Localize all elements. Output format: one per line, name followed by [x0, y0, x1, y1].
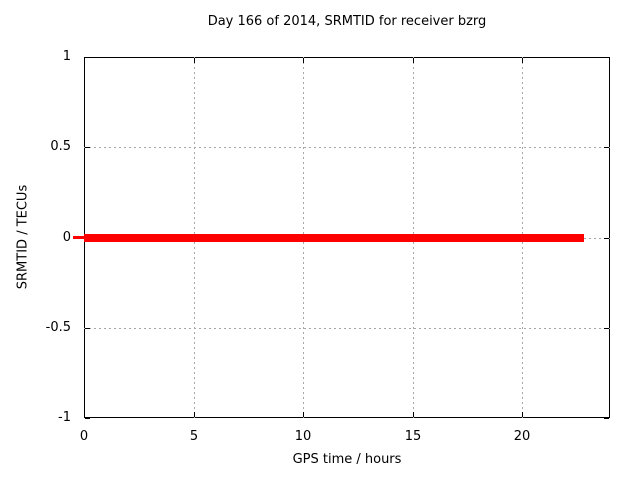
tick-mark-bottom [194, 412, 195, 417]
x-tick-label: 20 [513, 429, 531, 444]
chart-title: Day 166 of 2014, SRMTID for receiver bzr… [207, 14, 487, 29]
tick-mark-left [85, 328, 90, 329]
tick-mark-right [604, 418, 609, 419]
grid-line-horizontal [84, 147, 610, 148]
y-tick-label: 0.5 [50, 139, 71, 154]
tick-mark-right [604, 238, 609, 239]
tick-mark-top [413, 58, 414, 63]
tick-mark-top [84, 58, 85, 63]
x-tick-label: 10 [294, 429, 312, 444]
tick-mark-top [303, 58, 304, 63]
tick-mark-right [604, 328, 609, 329]
tick-mark-left [85, 57, 90, 58]
tick-mark-left [85, 147, 90, 148]
y-tick-label: 1 [62, 49, 71, 64]
tick-mark-top [194, 58, 195, 63]
series-line-cap [73, 236, 85, 239]
y-tick-label: 0 [62, 230, 71, 245]
y-tick-label: -1 [58, 410, 71, 425]
x-tick-label: 0 [79, 429, 89, 444]
tick-mark-right [604, 147, 609, 148]
tick-mark-top [522, 58, 523, 63]
tick-mark-bottom [303, 412, 304, 417]
tick-mark-bottom [84, 412, 85, 417]
tick-mark-left [85, 418, 90, 419]
grid-line-horizontal [84, 328, 610, 329]
x-tick-label: 15 [404, 429, 422, 444]
x-tick-label: 5 [189, 429, 199, 444]
x-axis-label: GPS time / hours [292, 452, 402, 467]
tick-mark-right [604, 57, 609, 58]
y-tick-label: -0.5 [45, 320, 71, 335]
series-line [84, 234, 584, 242]
tick-mark-bottom [522, 412, 523, 417]
tick-mark-bottom [413, 412, 414, 417]
